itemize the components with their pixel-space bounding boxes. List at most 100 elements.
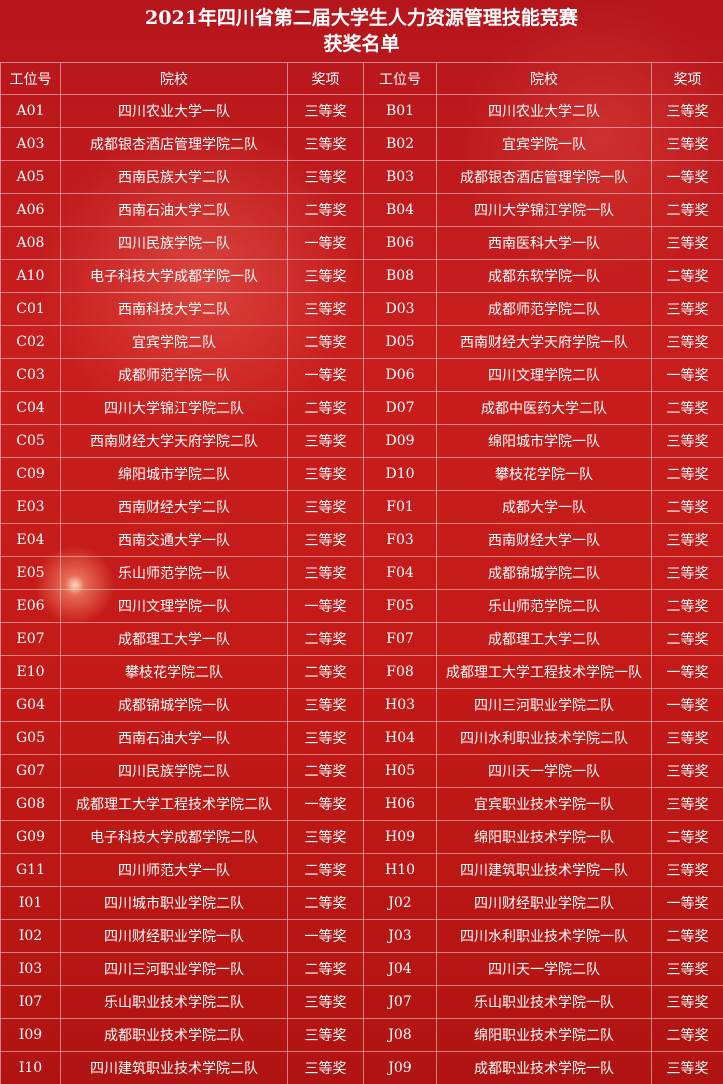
school: 成都东软学院一队 — [436, 259, 652, 293]
table-row: I09 成都职业技术学院二队 三等奖 J08 绵阳职业技术学院二队 二等奖 — [0, 1018, 723, 1052]
school: 成都银杏酒店管理学院一队 — [436, 160, 652, 194]
award: 一等奖 — [651, 688, 723, 722]
title: 2021年四川省第二届大学生人力资源管理技能竞赛 获奖名单 — [0, 0, 723, 62]
award: 三等奖 — [287, 556, 364, 590]
school: 四川财经职业学院二队 — [436, 886, 652, 920]
column-header: 工位号 — [363, 62, 437, 95]
station-id: I03 — [0, 952, 61, 986]
station-id: H03 — [363, 688, 437, 722]
award: 三等奖 — [651, 94, 723, 128]
school: 绵阳城市学院一队 — [436, 424, 652, 458]
school: 成都理工大学一队 — [60, 622, 288, 656]
award: 二等奖 — [651, 589, 723, 623]
station-id: F04 — [363, 556, 437, 590]
award: 三等奖 — [287, 985, 364, 1019]
station-id: G05 — [0, 721, 61, 755]
school: 西南科技大学二队 — [60, 292, 288, 326]
award: 三等奖 — [651, 226, 723, 260]
table-row: E05 乐山师范学院一队 三等奖 F04 成都锦城学院二队 三等奖 — [0, 556, 723, 590]
table-row: E10 攀枝花学院二队 二等奖 F08 成都理工大学工程技术学院一队 一等奖 — [0, 655, 723, 689]
award: 二等奖 — [287, 193, 364, 227]
award: 一等奖 — [651, 358, 723, 392]
station-id: H09 — [363, 820, 437, 854]
school: 四川三河职业学院一队 — [60, 952, 288, 986]
award: 三等奖 — [287, 688, 364, 722]
award: 三等奖 — [287, 94, 364, 128]
award: 二等奖 — [651, 919, 723, 953]
award: 三等奖 — [651, 721, 723, 755]
award: 三等奖 — [287, 457, 364, 491]
school: 四川天一学院一队 — [436, 754, 652, 788]
school: 成都中医药大学二队 — [436, 391, 652, 425]
school: 四川农业大学二队 — [436, 94, 652, 128]
school: 四川水利职业技术学院一队 — [436, 919, 652, 953]
table-row: E06 四川文理学院一队 一等奖 F05 乐山师范学院二队 二等奖 — [0, 589, 723, 623]
school: 四川建筑职业技术学院一队 — [436, 853, 652, 887]
table-row: G11 四川师范大学一队 二等奖 H10 四川建筑职业技术学院一队 三等奖 — [0, 853, 723, 887]
table-row: G09 电子科技大学成都学院二队 三等奖 H09 绵阳职业技术学院一队 二等奖 — [0, 820, 723, 854]
station-id: E06 — [0, 589, 61, 623]
school: 乐山师范学院二队 — [436, 589, 652, 623]
school: 成都职业技术学院一队 — [436, 1051, 652, 1084]
table-row: C03 成都师范学院一队 一等奖 D06 四川文理学院二队 一等奖 — [0, 358, 723, 392]
school: 电子科技大学成都学院二队 — [60, 820, 288, 854]
award: 三等奖 — [287, 160, 364, 194]
table-row: C09 绵阳城市学院二队 三等奖 D10 攀枝花学院一队 二等奖 — [0, 457, 723, 491]
award: 二等奖 — [287, 622, 364, 656]
award: 三等奖 — [287, 820, 364, 854]
table-row: C04 四川大学锦江学院二队 二等奖 D07 成都中医药大学二队 二等奖 — [0, 391, 723, 425]
table-row: G04 成都锦城学院一队 三等奖 H03 四川三河职业学院二队 一等奖 — [0, 688, 723, 722]
award: 三等奖 — [287, 259, 364, 293]
station-id: I07 — [0, 985, 61, 1019]
station-id: H06 — [363, 787, 437, 821]
award: 一等奖 — [651, 886, 723, 920]
station-id: E03 — [0, 490, 61, 524]
award: 二等奖 — [651, 193, 723, 227]
school: 攀枝花学院二队 — [60, 655, 288, 689]
school: 成都职业技术学院二队 — [60, 1018, 288, 1052]
station-id: G09 — [0, 820, 61, 854]
station-id: J02 — [363, 886, 437, 920]
table-row: I10 四川建筑职业技术学院二队 三等奖 J09 成都职业技术学院一队 三等奖 — [0, 1051, 723, 1084]
station-id: G04 — [0, 688, 61, 722]
station-id: B04 — [363, 193, 437, 227]
station-id: A03 — [0, 127, 61, 161]
school: 四川城市职业学院二队 — [60, 886, 288, 920]
station-id: G07 — [0, 754, 61, 788]
school: 成都锦城学院一队 — [60, 688, 288, 722]
school: 四川财经职业学院一队 — [60, 919, 288, 953]
award: 二等奖 — [651, 490, 723, 524]
station-id: I10 — [0, 1051, 61, 1084]
award: 二等奖 — [287, 655, 364, 689]
column-header: 工位号 — [0, 62, 61, 95]
station-id: E10 — [0, 655, 61, 689]
award: 三等奖 — [651, 754, 723, 788]
school: 四川大学锦江学院一队 — [436, 193, 652, 227]
school: 四川农业大学一队 — [60, 94, 288, 128]
table-row: E07 成都理工大学一队 二等奖 F07 成都理工大学二队 二等奖 — [0, 622, 723, 656]
school: 四川民族学院二队 — [60, 754, 288, 788]
table-row: C05 西南财经大学天府学院二队 三等奖 D09 绵阳城市学院一队 三等奖 — [0, 424, 723, 458]
award: 二等奖 — [287, 952, 364, 986]
station-id: F07 — [363, 622, 437, 656]
station-id: A06 — [0, 193, 61, 227]
station-id: A10 — [0, 259, 61, 293]
column-header: 奖项 — [651, 62, 723, 95]
school: 成都理工大学工程技术学院一队 — [436, 655, 652, 689]
station-id: J04 — [363, 952, 437, 986]
award: 二等奖 — [651, 457, 723, 491]
station-id: E05 — [0, 556, 61, 590]
station-id: H04 — [363, 721, 437, 755]
school: 四川建筑职业技术学院二队 — [60, 1051, 288, 1084]
station-id: C09 — [0, 457, 61, 491]
school: 成都银杏酒店管理学院二队 — [60, 127, 288, 161]
award: 一等奖 — [287, 226, 364, 260]
award: 三等奖 — [287, 721, 364, 755]
award: 三等奖 — [287, 1018, 364, 1052]
award: 二等奖 — [287, 391, 364, 425]
station-id: E07 — [0, 622, 61, 656]
school: 四川文理学院一队 — [60, 589, 288, 623]
school: 西南财经大学天府学院二队 — [60, 424, 288, 458]
station-id: B02 — [363, 127, 437, 161]
school: 四川水利职业技术学院二队 — [436, 721, 652, 755]
